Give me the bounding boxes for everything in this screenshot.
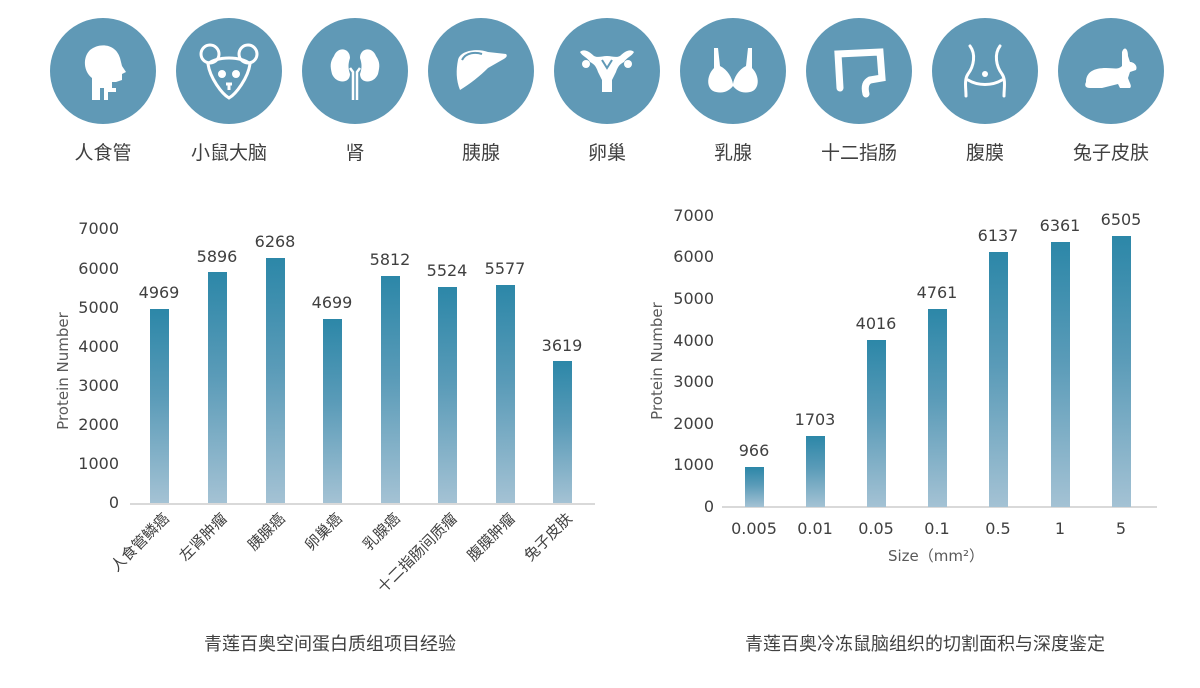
bar <box>553 361 572 503</box>
bar <box>266 258 285 503</box>
intestine-icon <box>806 18 912 124</box>
bar <box>208 272 227 503</box>
organ-label: 卵巢 <box>587 142 626 164</box>
bar <box>989 252 1008 507</box>
bar <box>150 309 169 503</box>
x-category: 0.5 <box>985 519 1011 538</box>
value-label: 4699 <box>311 293 353 312</box>
y-axis-title: Protein Number <box>54 312 72 430</box>
y-tick: 3000 <box>673 372 714 391</box>
x-category: 0.01 <box>797 519 833 538</box>
y-tick: 7000 <box>673 206 714 225</box>
x-category: 0.05 <box>858 519 894 538</box>
bar <box>496 285 515 503</box>
bar <box>745 467 764 507</box>
mouse-head-icon <box>176 18 282 124</box>
organ-label: 兔子皮肤 <box>1072 142 1149 164</box>
chart-caption: 青莲百奥空间蛋白质组项目经验 <box>204 634 456 655</box>
value-label: 6268 <box>254 232 296 251</box>
organ-label: 十二指肠 <box>820 142 897 164</box>
x-axis-line <box>130 503 595 505</box>
value-label: 1703 <box>794 410 836 429</box>
value-label: 5577 <box>484 259 526 278</box>
y-tick: 5000 <box>673 289 714 308</box>
bar <box>867 340 886 507</box>
x-category: 人食管鳞癌 <box>106 509 173 576</box>
x-category: 乳腺癌 <box>359 509 404 555</box>
x-category: 0.1 <box>924 519 950 538</box>
head-throat-icon <box>50 18 156 124</box>
organ-label: 胰腺 <box>461 142 500 164</box>
abdomen-icon <box>932 18 1038 124</box>
value-label: 3619 <box>541 336 583 355</box>
kidney-icon <box>302 18 408 124</box>
rabbit-icon <box>1058 18 1164 124</box>
bar <box>806 436 825 507</box>
bar <box>1112 236 1131 507</box>
organ-label: 腹膜 <box>965 142 1004 164</box>
value-label: 6137 <box>977 226 1019 245</box>
x-category: 兔子皮肤 <box>520 509 576 565</box>
y-tick: 6000 <box>78 259 119 278</box>
y-tick: 3000 <box>78 376 119 395</box>
value-label: 4761 <box>916 283 958 302</box>
y-tick: 0 <box>703 497 714 516</box>
y-tick: 6000 <box>673 247 714 266</box>
x-axis-line <box>722 506 1157 508</box>
organ-label: 乳腺 <box>713 142 752 164</box>
y-axis-title: Protein Number <box>648 302 666 420</box>
y-tick: 1000 <box>673 455 714 474</box>
value-label: 6361 <box>1039 216 1081 235</box>
y-tick: 5000 <box>78 298 119 317</box>
y-tick: 4000 <box>78 337 119 356</box>
y-tick: 2000 <box>673 414 714 433</box>
bar <box>1051 242 1070 507</box>
value-label: 5524 <box>426 261 468 280</box>
bra-breast-icon <box>680 18 786 124</box>
value-label: 4016 <box>855 314 897 333</box>
organ-label: 小鼠大脑 <box>190 142 267 164</box>
value-label: 4969 <box>138 283 180 302</box>
x-axis-title: Size（mm²） <box>887 547 985 565</box>
x-category: 卵巢癌 <box>301 509 346 555</box>
y-tick: 1000 <box>78 454 119 473</box>
bar <box>438 287 457 503</box>
bar <box>381 276 400 503</box>
y-tick: 0 <box>108 493 119 512</box>
x-category: 5 <box>1115 519 1127 538</box>
bar <box>928 309 947 507</box>
chart-caption: 青莲百奥冷冻鼠脑组织的切割面积与深度鉴定 <box>745 634 1105 655</box>
value-label: 966 <box>738 441 770 460</box>
y-tick: 2000 <box>78 415 119 434</box>
organ-label: 肾 <box>345 142 365 164</box>
x-category: 1 <box>1054 519 1066 538</box>
value-label: 6505 <box>1100 210 1142 229</box>
bar <box>323 319 342 503</box>
uterus-ovary-icon <box>554 18 660 124</box>
organ-label: 人食管 <box>74 142 132 164</box>
x-category: 胰腺癌 <box>244 509 289 555</box>
liver-pancreas-icon <box>428 18 534 124</box>
y-tick: 4000 <box>673 331 714 350</box>
x-category: 左肾肿瘤 <box>175 509 231 565</box>
value-label: 5896 <box>196 247 238 266</box>
x-category: 0.005 <box>731 519 777 538</box>
x-category: 腹膜肿瘤 <box>463 509 519 565</box>
value-label: 5812 <box>369 250 411 269</box>
y-tick: 7000 <box>78 219 119 238</box>
